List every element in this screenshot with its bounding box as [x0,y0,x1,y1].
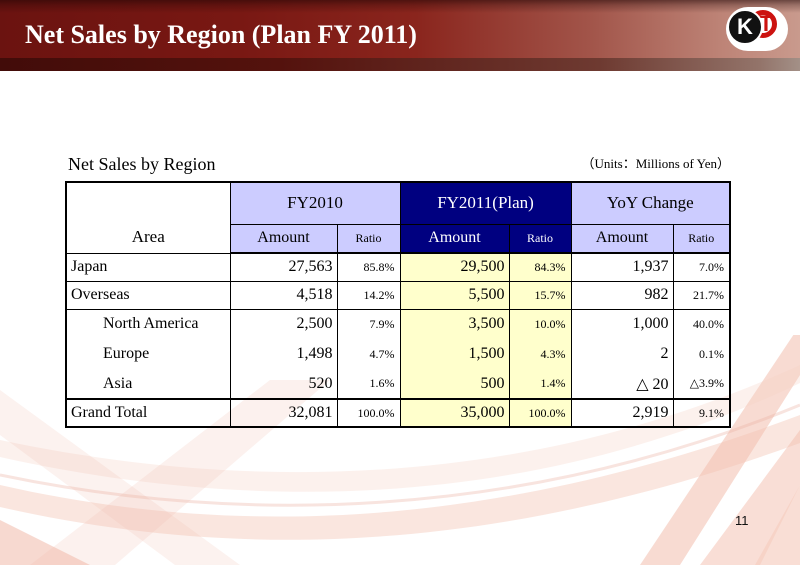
area-column-header: Area [65,181,231,254]
yoy-amount-header: Amount [570,223,674,254]
fy2010-ratio-header: Ratio [336,223,401,254]
fy2010-amount-cell: 4,518 [229,280,338,310]
fy2011-amount-cell: 3,500 [399,309,510,339]
table-row-asia: Asia 520 1.6% 500 1.4% △ 20 △3.9% [65,369,731,399]
table-row-japan: Japan 27,563 85.8% 29,500 84.3% 1,937 7.… [65,252,731,282]
yoy-amount-cell: 1,937 [570,252,674,282]
area-cell: Asia [65,369,231,399]
net-sales-table: Area FY2010 FY2011(Plan) YoY Change Amou… [65,181,732,428]
fy2010-ratio-cell: 100.0% [336,398,401,428]
fy2011-amount-cell: 29,500 [399,252,510,282]
fy2010-amount-cell: 27,563 [229,252,338,282]
header-group-row: Area FY2010 FY2011(Plan) YoY Change [65,181,731,254]
fy2010-ratio-cell: 4.7% [336,339,401,369]
fy2011-ratio-cell: 100.0% [508,398,572,428]
yoy-ratio-cell: △3.9% [672,369,731,399]
yoy-amount-cell: 2 [570,339,674,369]
slide-title: Net Sales by Region (Plan FY 2011) [25,20,417,49]
area-cell: Grand Total [65,398,231,428]
logo-letter-k: K [737,14,753,39]
units-note: （Units：Millions of Yen） [581,156,730,171]
fy2010-ratio-cell: 7.9% [336,309,401,339]
fy2011-plan-group-header: FY2011(Plan) [399,181,572,225]
fy2011-amount-cell: 500 [399,369,510,399]
fy2010-ratio-cell: 1.6% [336,369,401,399]
yoy-amount-cell: 2,919 [570,398,674,428]
fy2011-amount-cell: 35,000 [399,398,510,428]
header-sub-row: Amount Ratio Amount Ratio Amount Ratio [66,223,731,254]
fy2010-ratio-cell: 14.2% [336,280,401,310]
fy2010-ratio-cell: 85.8% [336,252,401,282]
yoy-ratio-cell: 0.1% [672,339,731,369]
yoy-ratio-cell: 7.0% [672,252,731,282]
table-row-north-america: North America 2,500 7.9% 3,500 10.0% 1,0… [65,309,731,339]
fy2011-ratio-header: Ratio [508,223,572,254]
sales-table-container: Area FY2010 FY2011(Plan) YoY Change Amou… [65,181,732,428]
fy2010-amount-cell: 520 [229,369,338,399]
area-cell: North America [65,309,231,339]
yoy-amount-cell: 982 [570,280,674,310]
fy2011-ratio-cell: 1.4% [508,369,572,399]
yoy-ratio-cell: 9.1% [672,398,731,428]
table-row-europe: Europe 1,498 4.7% 1,500 4.3% 2 0.1% [65,339,731,369]
yoy-ratio-header: Ratio [672,223,731,254]
fy2010-amount-header: Amount [229,223,338,254]
table-row-overseas: Overseas 4,518 14.2% 5,500 15.7% 982 21.… [65,280,731,310]
kt-logo: T K [726,7,788,51]
table-row-grand-total: Grand Total 32,081 100.0% 35,000 100.0% … [65,398,731,428]
yoy-ratio-cell: 21.7% [672,280,731,310]
area-cell: Overseas [65,280,231,310]
fy2010-amount-cell: 1,498 [229,339,338,369]
fy2011-ratio-cell: 15.7% [508,280,572,310]
header-stripe [0,58,800,71]
table-caption: Net Sales by Region [68,154,216,174]
fy2011-amount-cell: 1,500 [399,339,510,369]
logo-k-circle: K [727,9,763,45]
fy2011-ratio-cell: 84.3% [508,252,572,282]
fy2010-group-header: FY2010 [229,181,401,225]
fy2011-amount-header: Amount [399,223,510,254]
yoy-amount-cell: △ 20 [570,369,674,399]
yoy-ratio-cell: 40.0% [672,309,731,339]
header-banner: Net Sales by Region (Plan FY 2011) [0,0,800,58]
yoy-change-group-header: YoY Change [570,181,731,225]
page-number: 11 [735,513,749,528]
fy2010-amount-cell: 2,500 [229,309,338,339]
yoy-amount-cell: 1,000 [570,309,674,339]
fy2011-amount-cell: 5,500 [399,280,510,310]
area-cell: Japan [65,252,231,282]
fy2011-ratio-cell: 4.3% [508,339,572,369]
fy2011-ratio-cell: 10.0% [508,309,572,339]
fy2010-amount-cell: 32,081 [229,398,338,428]
area-cell: Europe [65,339,231,369]
